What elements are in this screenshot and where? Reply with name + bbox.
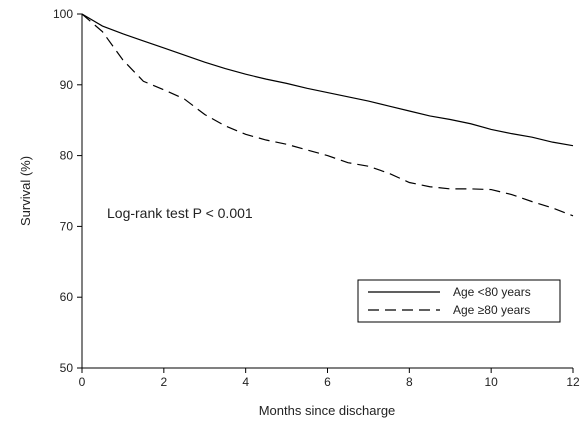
x-tick-label: 12 (566, 375, 580, 389)
y-tick-label: 50 (60, 361, 74, 375)
y-tick-label: 60 (60, 290, 74, 304)
survival-line (81, 13, 574, 217)
x-tick-label: 8 (406, 375, 413, 389)
y-tick-label: 90 (60, 78, 74, 92)
x-tick-label: 2 (160, 375, 167, 389)
x-tick-label: 6 (324, 375, 331, 389)
annotation: Log-rank test P < 0.001 (107, 205, 253, 221)
x-tick-label: 4 (242, 375, 249, 389)
y-tick-label: 100 (53, 7, 73, 21)
legend-label: Age ≥80 years (453, 303, 530, 317)
x-tick-label: 10 (484, 375, 498, 389)
legend-label: Age <80 years (453, 285, 531, 299)
x-axis-label: Months since discharge (259, 403, 396, 418)
legend-box (357, 279, 561, 323)
y-axis-label: Survival (%) (18, 156, 33, 226)
survival-line (81, 13, 574, 147)
y-tick-label: 70 (60, 219, 74, 233)
x-tick-label: 0 (79, 375, 86, 389)
y-tick-label: 80 (60, 149, 74, 163)
